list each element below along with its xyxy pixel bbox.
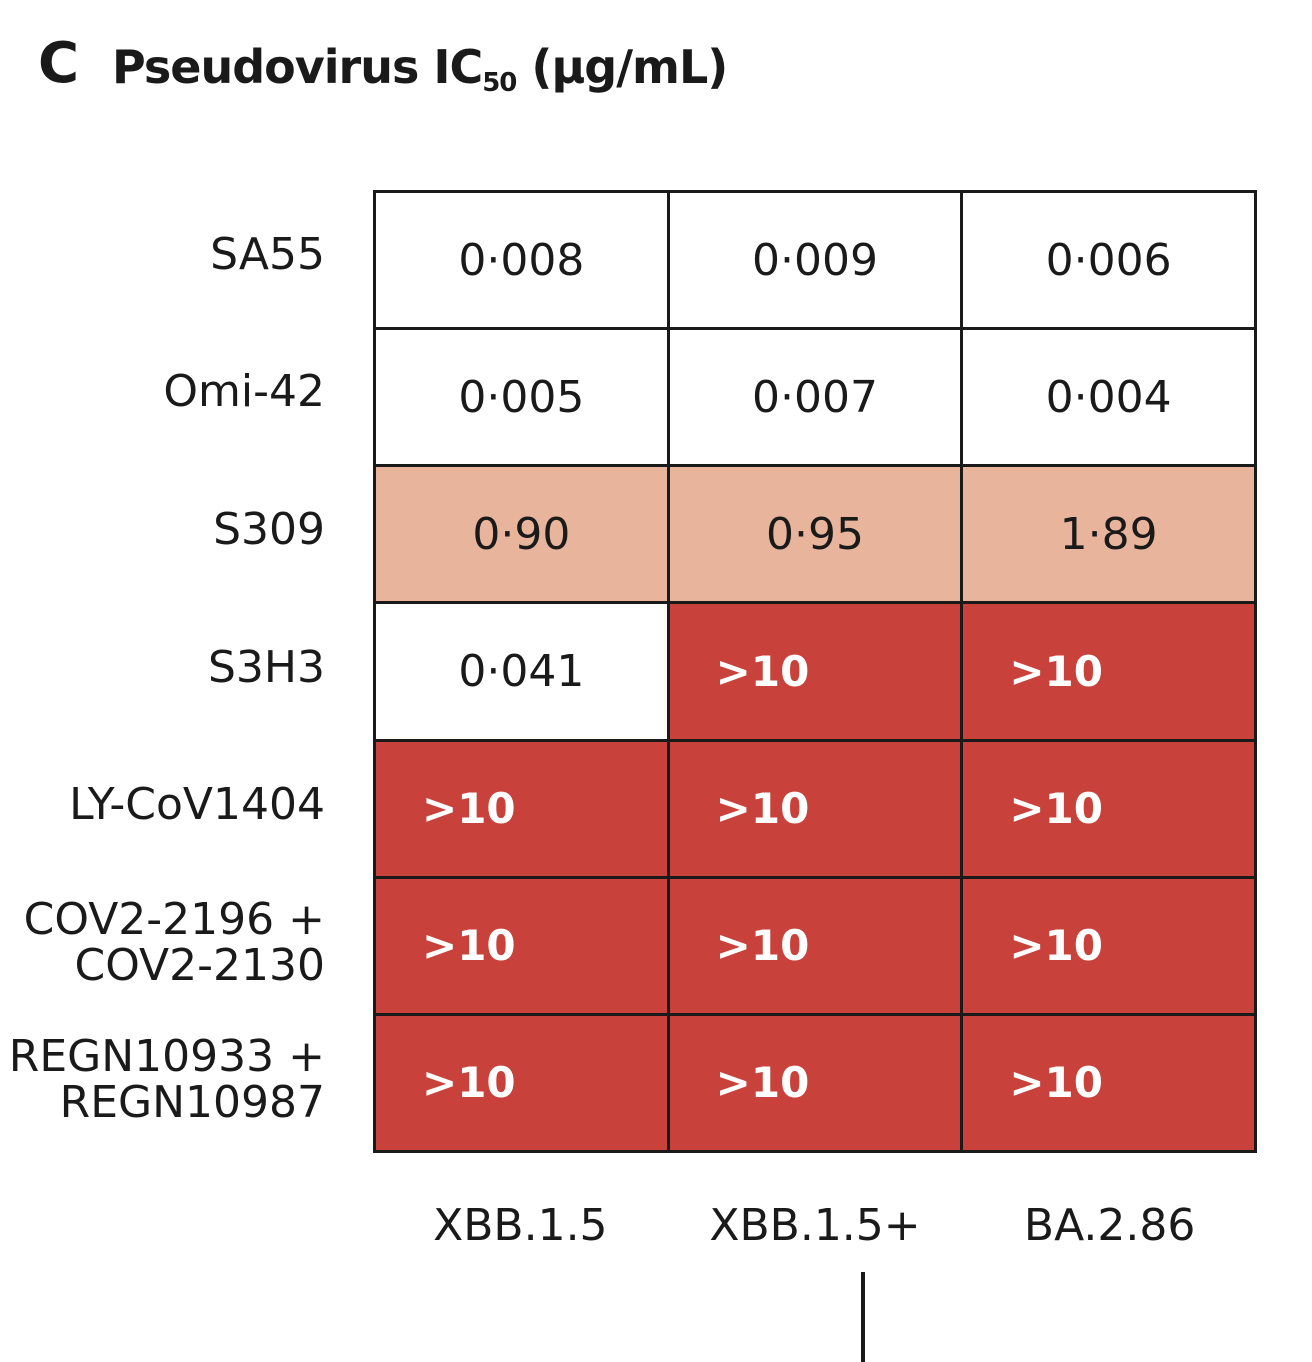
row-label-line: LY-CoV1404 xyxy=(69,779,325,831)
heatmap-cell: >10 xyxy=(669,741,961,876)
heatmap-cell: >10 xyxy=(376,878,667,1013)
heatmap-cell: 0·007 xyxy=(669,330,961,465)
heatmap-cell: >10 xyxy=(376,741,667,876)
panel-letter: C xyxy=(38,31,80,96)
row-label: S309 xyxy=(213,503,325,555)
cell-value: 0·006 xyxy=(1045,234,1172,286)
heatmap-cell: >10 xyxy=(963,878,1254,1013)
row-label-line: S3H3 xyxy=(207,641,325,693)
chart-title-subscript: 50 xyxy=(482,68,517,98)
row-label-line: S309 xyxy=(213,503,325,555)
column-label: BA.2.86 xyxy=(1023,1200,1196,1251)
cell-value: >10 xyxy=(1009,784,1103,834)
cell-value: 0·009 xyxy=(752,234,878,286)
row-label: REGN10933 + REGN10987 xyxy=(9,1034,325,1126)
cell-value: >10 xyxy=(715,646,810,696)
chart-title: Pseudovirus IC50 (μg/mL) xyxy=(112,44,728,96)
cell-value: >10 xyxy=(422,921,516,971)
heatmap-cell: >10 xyxy=(669,1015,961,1150)
cell-value: >10 xyxy=(715,1058,810,1108)
cell-value: 0·008 xyxy=(458,234,585,286)
row-label-line: COV2-2130 xyxy=(74,939,325,991)
chart-title-main: Pseudovirus IC xyxy=(112,40,483,94)
column-marker-line xyxy=(861,1272,865,1362)
row-label: Omi-42 xyxy=(163,369,325,415)
cell-value: >10 xyxy=(715,921,810,971)
heatmap-cell: >10 xyxy=(963,604,1254,739)
cell-value: >10 xyxy=(1009,646,1103,696)
cell-value: >10 xyxy=(422,784,516,834)
cell-value: 0·005 xyxy=(458,371,585,423)
chart-title-unit: (μg/mL) xyxy=(516,40,728,94)
row-label-line: REGN10933 + xyxy=(8,1031,325,1083)
column-label: XBB.1.5 xyxy=(433,1200,608,1251)
row-label: LY-CoV1404 xyxy=(69,782,325,828)
heatmap-cell: 0·006 xyxy=(963,193,1254,328)
heatmap-cell: 0·004 xyxy=(963,330,1254,465)
row-label-line: COV2-2196 + xyxy=(23,893,325,945)
heatmap-cell: >10 xyxy=(376,1015,667,1150)
cell-value: 0·007 xyxy=(752,371,878,423)
cell-value: 1·89 xyxy=(1059,508,1158,560)
row-label-line: SA55 xyxy=(210,228,325,280)
heatmap-cell: 0·95 xyxy=(669,467,961,602)
heatmap-cell: 1·89 xyxy=(963,467,1254,602)
cell-value: >10 xyxy=(1009,1058,1103,1108)
cell-value: 0·95 xyxy=(766,508,864,560)
heatmap-cell: 0·009 xyxy=(669,193,961,328)
heatmap-cell: 0·041 xyxy=(376,604,667,739)
cell-value: 0·90 xyxy=(472,508,571,560)
cell-value: >10 xyxy=(422,1058,516,1108)
cell-value: >10 xyxy=(1009,921,1103,971)
cell-value: >10 xyxy=(715,784,810,834)
row-label: SA55 xyxy=(210,228,325,280)
heatmap-grid: 0·008 0·009 0·006 0·005 0·007 0·004 0·90 0·95 1·… xyxy=(373,190,1257,1153)
heatmap-cell: 0·90 xyxy=(376,467,667,602)
heatmap-cell: 0·008 xyxy=(376,193,667,328)
heatmap-cell: >10 xyxy=(669,604,961,739)
cell-value: 0·041 xyxy=(458,645,585,697)
row-label: COV2-2196 + COV2-2130 xyxy=(23,893,325,991)
heatmap-cell: >10 xyxy=(669,878,961,1013)
heatmap-cell: >10 xyxy=(963,1015,1254,1150)
row-label-line: REGN10987 xyxy=(59,1077,325,1129)
row-label: S3H3 xyxy=(207,641,325,693)
heatmap-cell: >10 xyxy=(963,741,1254,876)
cell-value: 0·004 xyxy=(1045,371,1172,423)
heatmap-cell: 0·005 xyxy=(376,330,667,465)
column-label: XBB.1.5+ xyxy=(709,1200,921,1251)
row-label-line: Omi-42 xyxy=(163,366,325,418)
